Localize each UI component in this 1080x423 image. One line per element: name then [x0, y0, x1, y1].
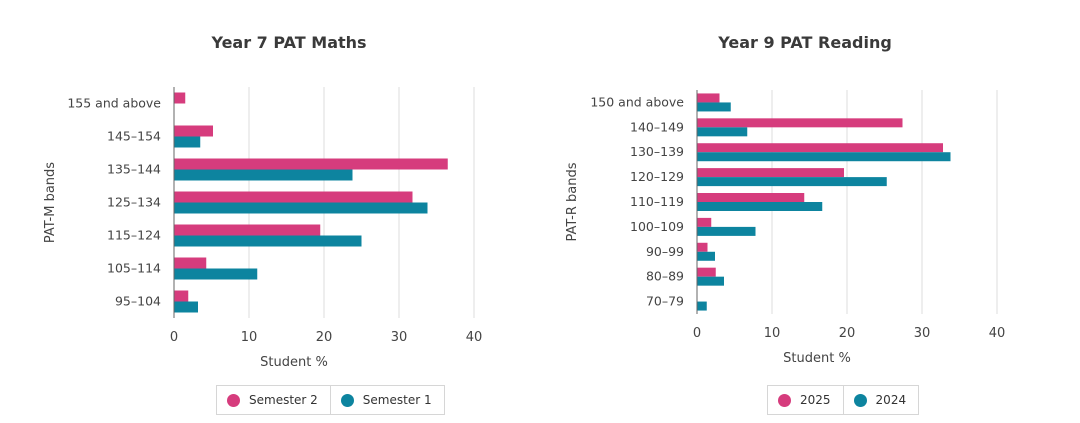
x-axis-label: Student %: [260, 355, 328, 370]
x-tick-label: 30: [914, 326, 931, 341]
bar: [697, 152, 951, 162]
y-tick-label: 130–139: [630, 144, 684, 159]
y-tick-label: 90–99: [646, 244, 684, 259]
bar: [174, 202, 428, 214]
bar: [174, 301, 198, 313]
y-tick-label: 155 and above: [67, 96, 161, 111]
legend-item-series-a[interactable]: Semester 2: [217, 386, 330, 414]
bar: [697, 127, 748, 137]
bar: [174, 268, 258, 280]
bar: [697, 226, 756, 236]
x-tick-label: 20: [316, 330, 333, 345]
x-tick-label: 0: [170, 330, 178, 345]
chart-legend: Semester 2 Semester 1: [216, 385, 445, 415]
legend-swatch-icon: [778, 393, 791, 407]
y-axis-label: PAT-M bands: [43, 162, 58, 243]
legend-label: 2024: [875, 393, 907, 407]
bar-chart-maths: 0 10 20 30 40 155 and above 145–154 135–144 125–…: [43, 87, 483, 370]
bar: [174, 136, 201, 148]
bar: [697, 93, 720, 103]
bar: [174, 224, 321, 236]
bar: [174, 191, 413, 203]
y-tick-label: 145–154: [107, 129, 161, 144]
bar: [697, 202, 823, 211]
y-tick-label: 100–109: [630, 219, 684, 234]
bar: [697, 143, 943, 153]
bar: [697, 251, 715, 261]
y-tick-label: 110–119: [630, 194, 684, 209]
x-tick-label: 0: [693, 326, 701, 341]
bar: [174, 290, 189, 302]
y-tick-label: 150 and above: [590, 94, 684, 109]
chart-panel-reading: Year 9 PAT Reading 0 10 20 30 40 150 and abov…: [540, 0, 1080, 423]
chart-title: Year 7 PAT Maths: [211, 33, 367, 52]
bar-chart-reading: 0 10 20 30 40 150 and above 140–149 130–139 120–…: [565, 90, 1006, 366]
bar: [174, 169, 353, 181]
legend-item-series-a[interactable]: 2025: [768, 386, 843, 414]
y-tick-label: 70–79: [646, 294, 684, 309]
x-axis-label: Student %: [783, 351, 851, 366]
x-tick-label: 40: [989, 326, 1006, 341]
y-tick-label: 105–114: [107, 261, 161, 276]
y-tick-label: 135–144: [107, 162, 161, 177]
x-tick-label: 10: [764, 326, 781, 341]
y-tick-label: 125–134: [107, 195, 161, 210]
y-tick-label: 95–104: [115, 294, 161, 309]
bar: [697, 276, 724, 286]
bar: [697, 242, 708, 252]
legend-label: Semester 1: [362, 393, 432, 407]
y-tick-label: 120–129: [630, 169, 684, 184]
legend-item-series-b[interactable]: Semester 1: [329, 386, 444, 414]
y-tick-label: 115–124: [107, 228, 161, 243]
chart-panel-maths: Year 7 PAT Maths 0 10 20 30 40 155 and above 1…: [43, 33, 483, 415]
legend-label: 2025: [800, 393, 831, 407]
bar: [697, 301, 707, 311]
bar: [697, 193, 805, 202]
y-axis-label: PAT-R bands: [565, 162, 580, 241]
bar: [697, 177, 887, 187]
y-tick-label: 140–149: [630, 119, 684, 134]
bar: [697, 267, 716, 277]
legend-swatch-icon: [853, 393, 867, 407]
y-tick-label: 80–89: [646, 269, 684, 284]
legend-item-series-b[interactable]: 2024: [842, 386, 919, 414]
bar: [697, 118, 903, 128]
chart-title: Year 9 PAT Reading: [718, 33, 892, 52]
bar: [174, 158, 448, 170]
bar: [697, 102, 731, 112]
bar: [174, 92, 186, 104]
legend-swatch-icon: [340, 393, 354, 407]
chart-legend: 2025 2024: [767, 385, 920, 415]
x-tick-label: 30: [391, 330, 408, 345]
legend-label: Semester 2: [249, 393, 318, 407]
legend-swatch-icon: [227, 393, 240, 407]
x-tick-label: 20: [839, 326, 856, 341]
bar: [174, 235, 362, 247]
x-tick-label: 40: [466, 330, 483, 345]
bar: [174, 125, 213, 137]
bar: [697, 217, 712, 227]
bar: [174, 257, 207, 269]
bar: [697, 168, 844, 178]
x-tick-label: 10: [241, 330, 258, 345]
